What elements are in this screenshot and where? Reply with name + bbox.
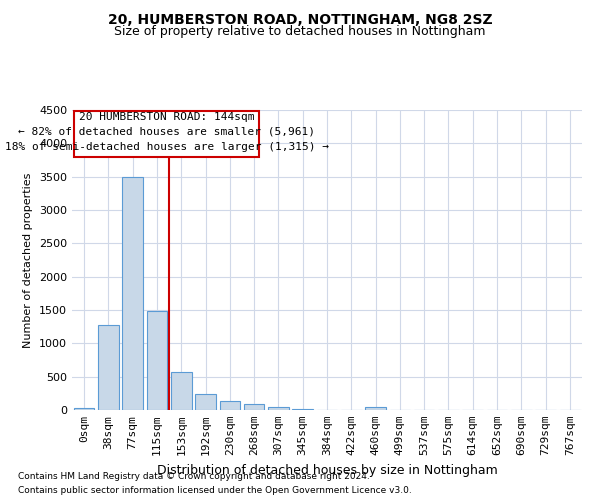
Bar bbox=[146, 310, 167, 410]
FancyBboxPatch shape bbox=[74, 110, 259, 156]
Text: 18% of semi-detached houses are larger (1,315) →: 18% of semi-detached houses are larger (… bbox=[5, 142, 329, 152]
Text: 20 HUMBERSTON ROAD: 144sqm: 20 HUMBERSTON ROAD: 144sqm bbox=[79, 112, 254, 122]
Text: 20, HUMBERSTON ROAD, NOTTINGHAM, NG8 2SZ: 20, HUMBERSTON ROAD, NOTTINGHAM, NG8 2SZ bbox=[107, 12, 493, 26]
Bar bbox=[98, 326, 119, 410]
Bar bbox=[195, 394, 216, 410]
Text: Contains HM Land Registry data © Crown copyright and database right 2024.: Contains HM Land Registry data © Crown c… bbox=[18, 472, 370, 481]
Bar bbox=[220, 401, 240, 410]
Bar bbox=[122, 176, 143, 410]
Bar bbox=[171, 372, 191, 410]
Bar bbox=[292, 408, 313, 410]
Text: Contains public sector information licensed under the Open Government Licence v3: Contains public sector information licen… bbox=[18, 486, 412, 495]
X-axis label: Distribution of detached houses by size in Nottingham: Distribution of detached houses by size … bbox=[157, 464, 497, 476]
Text: ← 82% of detached houses are smaller (5,961): ← 82% of detached houses are smaller (5,… bbox=[18, 126, 315, 136]
Bar bbox=[74, 408, 94, 410]
Y-axis label: Number of detached properties: Number of detached properties bbox=[23, 172, 34, 348]
Bar bbox=[365, 406, 386, 410]
Bar bbox=[244, 404, 265, 410]
Bar bbox=[268, 407, 289, 410]
Text: Size of property relative to detached houses in Nottingham: Size of property relative to detached ho… bbox=[114, 25, 486, 38]
